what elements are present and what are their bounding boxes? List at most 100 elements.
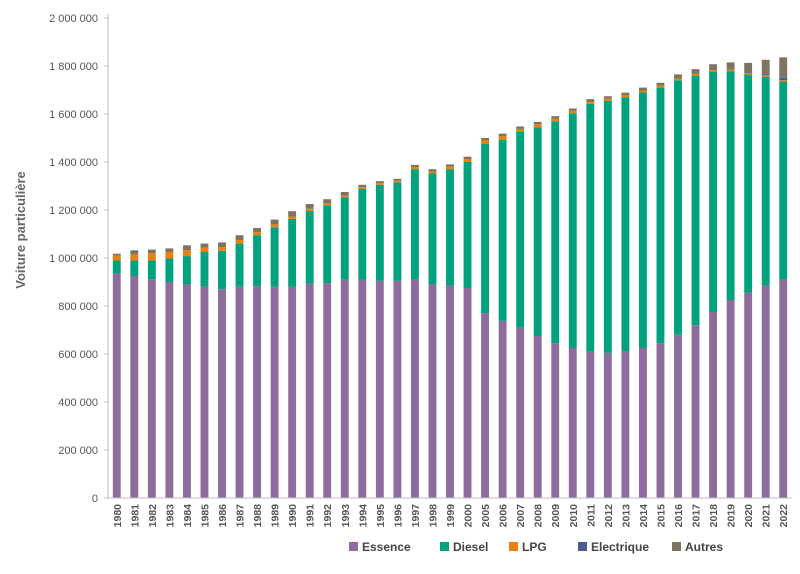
y-axis-label: Voiture particulière [13, 171, 28, 289]
bar-segment-autres-1991 [306, 204, 314, 209]
legend-label-lpg: LPG [522, 540, 547, 554]
bar-segment-lpg-2013 [621, 95, 629, 97]
bar-segment-autres-2005 [481, 138, 489, 140]
bar-segment-essence-2015 [657, 343, 665, 498]
x-tick-label: 2018 [708, 504, 720, 528]
bar-segment-diesel-2007 [516, 132, 524, 328]
bar-segment-essence-2007 [516, 328, 524, 498]
x-tick-label: 1981 [129, 504, 141, 528]
bar-segment-autres-2018 [709, 64, 717, 70]
x-tick-label: 1980 [112, 504, 124, 528]
legend-swatch-lpg [509, 542, 518, 551]
x-tick-label: 1982 [147, 504, 159, 528]
bar-segment-lpg-1992 [323, 203, 331, 205]
legend-swatch-essence [349, 542, 358, 551]
x-tick-label: 1985 [199, 504, 211, 528]
bar-segment-essence-2017 [692, 325, 700, 498]
x-tick-label: 1990 [287, 504, 299, 528]
x-tick-label: 1995 [375, 504, 387, 528]
bar-segment-autres-2021 [762, 60, 770, 74]
bar-segment-autres-1983 [165, 248, 173, 252]
bar-segment-autres-1987 [236, 235, 244, 240]
bar-segment-autres-1986 [218, 242, 226, 247]
bar-segment-diesel-2005 [481, 144, 489, 313]
x-tick-label: 1994 [357, 504, 369, 528]
bar-segment-essence-1991 [306, 284, 314, 498]
bar-segment-diesel-2008 [534, 127, 542, 336]
y-tick-label: 200 000 [58, 445, 98, 457]
x-tick-label: 2015 [655, 504, 667, 528]
bar-segment-lpg-1994 [358, 187, 366, 189]
bar-segment-lpg-2010 [569, 111, 577, 113]
bar-segment-autres-1981 [130, 250, 138, 254]
bar-segment-essence-1985 [201, 287, 209, 498]
bar-segment-autres-1999 [446, 164, 454, 166]
bar-segment-diesel-2018 [709, 72, 717, 312]
x-tick-label: 2020 [743, 504, 755, 528]
bar-segment-lpg-1986 [218, 247, 226, 251]
x-tick-label: 1984 [182, 504, 194, 528]
x-tick-label: 2021 [761, 504, 773, 528]
bar-segment-lpg-1995 [376, 183, 384, 185]
bar-segment-essence-1994 [358, 280, 366, 498]
bar-segment-lpg-1996 [393, 181, 401, 183]
y-tick-label: 800 000 [58, 301, 98, 313]
bar-segment-lpg-2016 [674, 79, 682, 81]
bar-segment-diesel-2022 [779, 82, 787, 280]
bar-segment-essence-1998 [429, 284, 437, 498]
bar-segment-autres-2006 [499, 134, 507, 136]
bar-segment-diesel-1987 [236, 244, 244, 287]
bar-segment-essence-1992 [323, 283, 331, 498]
bar-segment-lpg-1984 [183, 250, 191, 256]
bar-segment-autres-2017 [692, 69, 700, 74]
bar-segment-diesel-1994 [358, 189, 366, 280]
bar-segment-autres-1988 [253, 228, 261, 232]
x-tick-label: 2012 [603, 504, 615, 528]
bar-segment-diesel-1982 [148, 260, 156, 279]
bar-segment-essence-1990 [288, 287, 296, 498]
bar-segment-diesel-1984 [183, 256, 191, 284]
y-tick-label: 1 600 000 [49, 109, 98, 121]
bar-segment-autres-2015 [657, 83, 665, 86]
bar-segment-diesel-2014 [639, 92, 647, 348]
bar-segment-essence-1999 [446, 286, 454, 498]
bar-segment-lpg-2021 [762, 75, 770, 76]
bar-segment-diesel-2021 [762, 77, 770, 286]
x-tick-label: 1998 [427, 504, 439, 528]
bar-segment-diesel-1992 [323, 205, 331, 283]
x-tick-label: 2022 [778, 504, 790, 528]
bar-segment-lpg-1982 [148, 253, 156, 260]
x-tick-label: 2006 [498, 504, 510, 528]
bar-segment-diesel-1985 [201, 252, 209, 287]
bar-segment-lpg-1989 [271, 224, 279, 227]
bar-segment-essence-1987 [236, 287, 244, 498]
x-tick-label: 1997 [410, 504, 422, 528]
bar-segment-electrique-2021 [762, 74, 770, 75]
bar-segment-lpg-1987 [236, 240, 244, 244]
x-tick-label: 2016 [673, 504, 685, 528]
bar-segment-essence-2010 [569, 348, 577, 498]
x-tick-label: 2008 [533, 504, 545, 528]
bar-segment-diesel-2011 [586, 104, 594, 352]
bar-segment-lpg-1983 [165, 252, 173, 258]
bar-segment-autres-1995 [376, 181, 384, 183]
bar-segment-essence-2012 [604, 353, 612, 498]
y-tick-label: 600 000 [58, 349, 98, 361]
bar-segment-essence-2013 [621, 352, 629, 498]
bar-segment-essence-1995 [376, 281, 384, 498]
bar-segment-diesel-1991 [306, 211, 314, 284]
bar-segment-diesel-2020 [744, 74, 752, 292]
bar-segment-autres-1990 [288, 211, 296, 216]
y-tick-label: 400 000 [58, 397, 98, 409]
bar-segment-autres-1992 [323, 199, 331, 203]
bar-segment-essence-2005 [481, 313, 489, 498]
bar-segment-lpg-2005 [481, 140, 489, 144]
bar-segment-diesel-1999 [446, 169, 454, 285]
bar-segment-diesel-2017 [692, 76, 700, 326]
bar-segment-autres-2013 [621, 93, 629, 95]
y-tick-label: 0 [92, 493, 98, 505]
x-tick-label: 1986 [217, 504, 229, 528]
bar-segment-autres-1980 [113, 254, 121, 256]
x-tick-label: 1989 [270, 504, 282, 528]
